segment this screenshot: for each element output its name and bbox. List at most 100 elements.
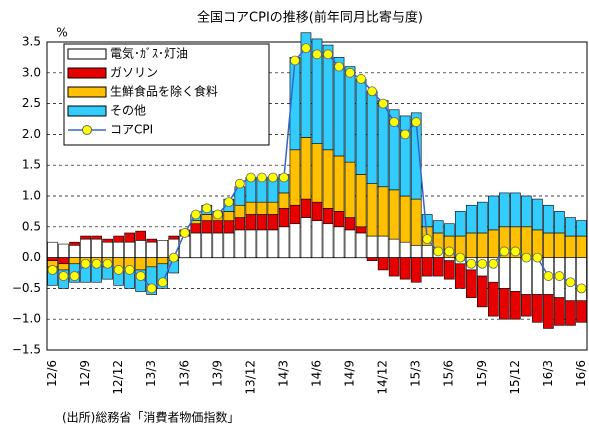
legend-label: 生鮮食品を除く食料: [110, 84, 218, 99]
bar-segment: [289, 223, 301, 258]
bar-segment: [421, 214, 433, 228]
bar-segment: [80, 235, 91, 240]
bar-segment: [576, 257, 587, 302]
line-marker: [433, 246, 444, 257]
y-tick-label: 2.0: [22, 127, 41, 141]
legend-swatch: [67, 86, 107, 98]
line-marker: [521, 252, 532, 263]
line-marker: [510, 246, 521, 257]
bar-segment: [322, 44, 334, 151]
x-tick-label: 15/12: [508, 360, 522, 395]
y-tick-label: −1.5: [12, 343, 41, 357]
line-marker: [543, 271, 554, 281]
bar-segment: [113, 241, 124, 258]
line-marker: [245, 172, 256, 183]
x-tick-label: 13/3: [144, 360, 158, 387]
bar-segment: [212, 220, 224, 234]
line-marker: [113, 265, 124, 275]
bar-segment: [410, 198, 422, 246]
bar-segment: [565, 235, 576, 258]
bar-segment: [521, 294, 532, 317]
bar-segment: [146, 257, 158, 268]
x-tick-label: 14/12: [376, 360, 390, 395]
line-marker: [565, 277, 576, 288]
bar-segment: [157, 257, 169, 265]
bar-segment: [300, 32, 312, 138]
bar-segment: [344, 229, 356, 258]
bar-segment: [201, 232, 213, 258]
bar-segment: [201, 214, 213, 221]
x-tick-label: 15/9: [475, 360, 489, 387]
legend-swatch: [67, 48, 107, 60]
bar-segment: [190, 232, 202, 258]
bar-segment: [521, 195, 532, 228]
bar-segment: [135, 230, 146, 241]
bar-segment: [576, 220, 587, 237]
bar-segment: [488, 229, 499, 258]
bar-segment: [256, 201, 268, 215]
line-marker: [157, 277, 168, 288]
line-marker: [290, 55, 300, 66]
bar-segment: [168, 235, 180, 240]
bar-segment: [267, 201, 279, 215]
bar-segment: [135, 257, 146, 271]
line-marker: [268, 172, 278, 183]
bar-segment: [421, 257, 433, 277]
y-tick-label: 0.5: [22, 219, 41, 233]
bar-segment: [399, 115, 411, 197]
bar-segment: [476, 232, 488, 258]
bar-segment: [355, 232, 367, 258]
bar-segment: [355, 78, 367, 175]
bar-segment: [499, 288, 510, 320]
line-marker: [323, 49, 333, 60]
bar-segment: [102, 266, 113, 280]
y-tick-label: 0.0: [22, 250, 41, 264]
line-marker: [223, 197, 234, 208]
line-marker: [234, 178, 245, 189]
bar-segment: [454, 263, 466, 289]
bar-segment: [80, 238, 91, 258]
bar-segment: [554, 297, 565, 326]
bar-segment: [521, 257, 532, 295]
bar-segment: [245, 201, 257, 215]
bar-segment: [47, 257, 58, 261]
bar-segment: [333, 211, 345, 228]
bar-segment: [344, 217, 356, 231]
source-note: (出所)総務省「消費者物価指数」: [62, 410, 239, 425]
line-marker: [102, 258, 113, 269]
bar-segment: [388, 109, 400, 191]
line-marker: [124, 265, 135, 275]
chart-title: 全国コアCPIの推移(前年同月比寄与度): [197, 10, 423, 26]
bar-segment: [355, 226, 367, 234]
bar-segment: [388, 238, 400, 258]
bar-segment: [146, 241, 158, 258]
bar-segment: [47, 241, 58, 258]
line-marker: [80, 258, 91, 269]
line-marker: [256, 172, 267, 183]
y-tick-label: 2.5: [22, 96, 41, 110]
x-tick-label: 15/6: [442, 360, 456, 387]
bar-segment: [432, 257, 444, 277]
line-marker: [444, 246, 455, 257]
line-marker: [499, 246, 510, 257]
bar-segment: [377, 257, 389, 271]
legend-marker: [82, 125, 92, 135]
bar-segment: [432, 220, 444, 234]
bar-segment: [366, 183, 378, 237]
bar-segment: [322, 149, 334, 209]
line-marker: [411, 117, 422, 127]
line-marker: [345, 67, 355, 78]
bar-segment: [377, 100, 389, 188]
bar-segment: [69, 257, 80, 265]
bar-segment: [443, 257, 455, 261]
x-tick-label: 13/9: [210, 360, 224, 387]
legend-label: ガソリン: [110, 66, 158, 80]
line-marker: [279, 172, 289, 183]
bar-segment: [543, 232, 554, 258]
line-marker: [389, 117, 400, 127]
y-tick-label: 1.5: [22, 158, 41, 172]
line-marker: [146, 283, 157, 294]
bar-segment: [333, 226, 345, 258]
bar-segment: [311, 38, 323, 144]
